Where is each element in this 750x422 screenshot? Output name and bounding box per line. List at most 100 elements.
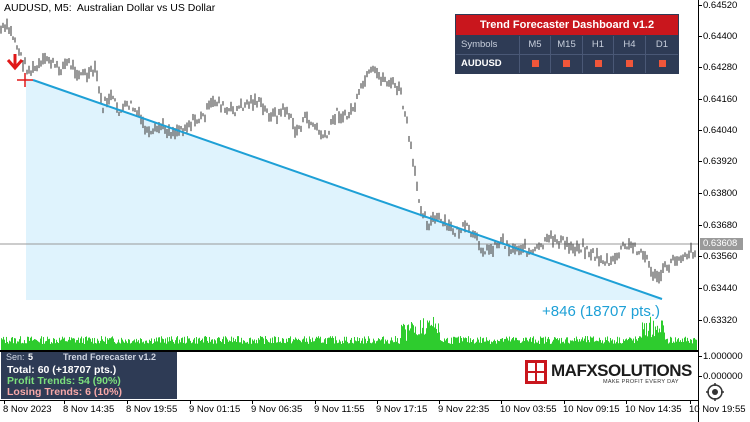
- volume-bar: [60, 340, 61, 350]
- logo-mark-icon: [525, 360, 547, 384]
- volume-bar: [477, 337, 478, 350]
- volume-bar: [279, 342, 280, 350]
- volume-bar: [148, 343, 149, 350]
- volume-bar: [296, 338, 297, 350]
- volume-bar: [391, 337, 392, 350]
- volume-bar: [626, 338, 627, 350]
- volume-bar: [696, 339, 697, 350]
- volume-bar: [76, 340, 77, 350]
- volume-bar: [659, 328, 660, 350]
- volume-bar: [304, 336, 305, 350]
- volume-bar: [434, 327, 435, 350]
- volume-bar: [436, 328, 437, 350]
- volume-bar: [675, 337, 676, 350]
- price-tick: [698, 161, 702, 162]
- volume-bar: [379, 339, 380, 350]
- volume-bar: [427, 320, 428, 350]
- volume-bar: [109, 338, 110, 350]
- volume-bar: [27, 336, 28, 350]
- volume-bar: [654, 336, 655, 350]
- volume-bar: [621, 343, 622, 350]
- volume-bar: [551, 343, 552, 350]
- volume-bar: [593, 336, 594, 350]
- volume-bar: [688, 340, 689, 350]
- volume-bar: [226, 337, 227, 350]
- volume-bar: [329, 337, 330, 350]
- volume-bar: [504, 338, 505, 350]
- volume-bar: [576, 336, 577, 350]
- volume-bar: [641, 337, 642, 350]
- volume-bar: [381, 339, 382, 350]
- volume-bar: [560, 343, 561, 350]
- logo-name: MAFXSOLUTIONS: [551, 361, 692, 380]
- volume-bar: [510, 341, 511, 350]
- volume-bar: [554, 337, 555, 350]
- volume-bar: [333, 337, 334, 350]
- price-chart[interactable]: +846 (18707 pts.): [0, 0, 698, 400]
- volume-bar: [413, 325, 414, 350]
- volume-bar: [276, 342, 277, 350]
- stats-header: Sen: 5 Trend Forecaster v1.2: [1, 352, 177, 363]
- volume-bar: [103, 341, 104, 350]
- volume-bar: [50, 343, 51, 350]
- time-label: 9 Nov 17:15: [376, 404, 428, 415]
- volume-bar: [629, 337, 630, 350]
- volume-bar: [264, 343, 265, 350]
- logo-tagline: MAKE PROFIT EVERY DAY: [603, 379, 679, 385]
- volume-bar: [666, 339, 667, 350]
- volume-bar: [219, 337, 220, 350]
- volume-bar: [389, 343, 390, 350]
- volume-bar: [224, 343, 225, 350]
- volume-bar: [357, 337, 358, 350]
- volume-bar: [530, 337, 531, 350]
- volume-bar: [290, 336, 291, 350]
- volume-bar: [661, 320, 662, 350]
- volume-bar: [507, 338, 508, 350]
- volume-bar: [586, 342, 587, 350]
- volume-bar: [33, 339, 34, 350]
- volume-bar: [108, 339, 109, 350]
- volume-bar: [609, 342, 610, 350]
- volume-bar: [115, 343, 116, 350]
- stats-losing: Losing Trends: 6 (10%): [7, 386, 122, 398]
- volume-bar: [260, 336, 261, 350]
- volume-bar: [61, 339, 62, 350]
- volume-bar: [181, 338, 182, 350]
- volume-bar: [422, 327, 423, 350]
- volume-bar: [203, 342, 204, 350]
- volume-bar: [250, 337, 251, 350]
- time-tick: [377, 400, 378, 404]
- time-tick: [626, 400, 627, 404]
- volume-bar: [455, 337, 456, 350]
- volume-bar: [471, 341, 472, 350]
- volume-bar: [388, 343, 389, 350]
- time-tick: [190, 400, 191, 404]
- volume-bar: [404, 324, 405, 350]
- volume-bar: [188, 338, 189, 350]
- volume-bar: [601, 342, 602, 350]
- volume-bar: [420, 320, 421, 350]
- volume-bar: [634, 343, 635, 350]
- volume-bar: [39, 342, 40, 350]
- volume-bar: [462, 341, 463, 350]
- zoom-icon[interactable]: [706, 383, 724, 401]
- volume-bar: [42, 343, 43, 350]
- volume-bar: [330, 336, 331, 350]
- volume-bar: [170, 340, 171, 350]
- time-label: 9 Nov 06:35: [251, 404, 303, 415]
- volume-bar: [38, 341, 39, 350]
- volume-bar: [114, 341, 115, 350]
- volume-bar: [323, 342, 324, 350]
- volume-bar: [173, 342, 174, 350]
- volume-bar: [126, 341, 127, 350]
- volume-bar: [400, 338, 401, 350]
- volume-bar: [607, 336, 608, 350]
- volume-bar: [48, 339, 49, 350]
- volume-bar: [575, 340, 576, 350]
- volume-bar: [18, 341, 19, 350]
- volume-bar: [373, 338, 374, 350]
- volume-bar: [110, 338, 111, 350]
- row-symbol: AUDUSD: [456, 55, 520, 73]
- volume-bar: [385, 339, 386, 350]
